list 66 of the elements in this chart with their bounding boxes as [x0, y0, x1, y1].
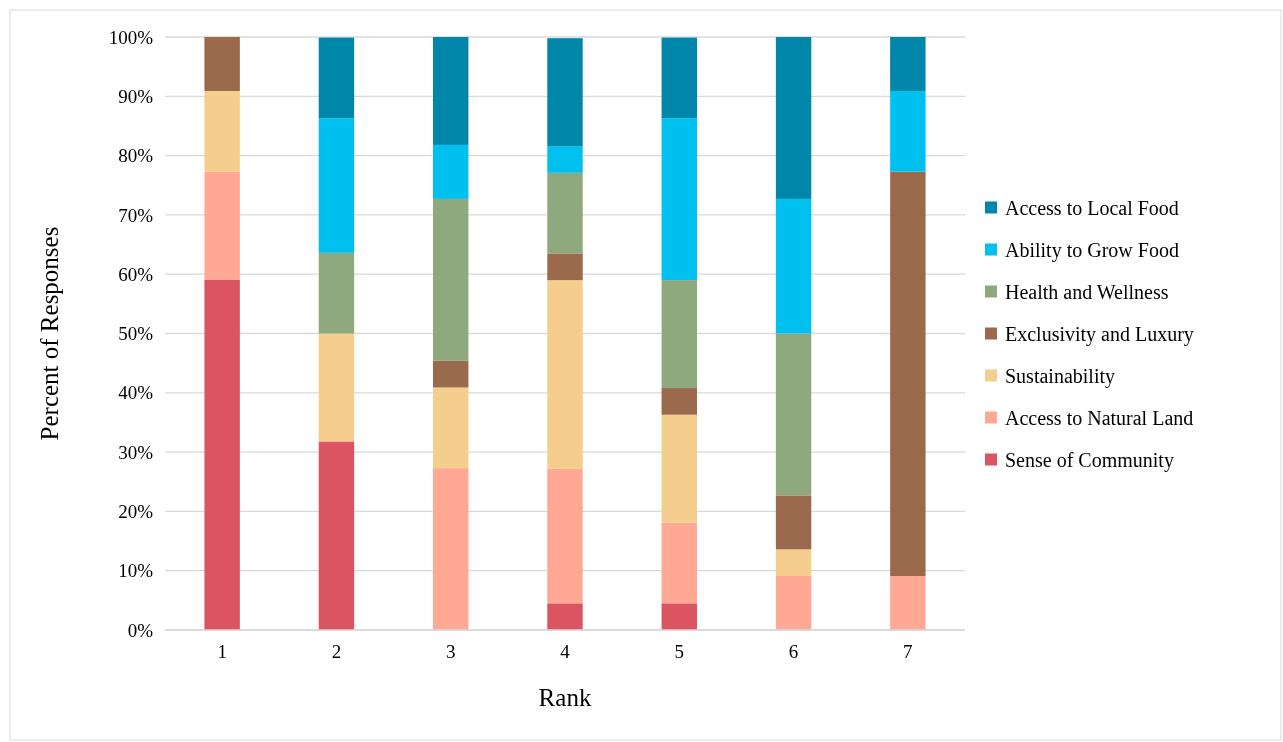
- bar: [433, 144, 469, 199]
- x-tick-label: 5: [674, 641, 685, 662]
- bar: [547, 603, 583, 630]
- bar: [318, 252, 355, 334]
- y-tick-label: 20%: [118, 501, 154, 523]
- bar: [547, 172, 583, 254]
- legend-label: Health and Wellness: [1005, 280, 1169, 303]
- bar: [547, 468, 583, 604]
- bar: [204, 171, 240, 280]
- y-axis-title: Percent of Responses: [36, 226, 63, 441]
- bar: [890, 171, 926, 577]
- bar: [890, 37, 926, 91]
- bar: [204, 279, 240, 630]
- bar: [775, 37, 812, 199]
- bar: [547, 253, 583, 281]
- legend-label: Sustainability: [1005, 364, 1115, 388]
- bar: [661, 37, 697, 119]
- bar: [433, 387, 469, 469]
- bar: [547, 146, 583, 173]
- legend-label: Access to Local Food: [1005, 196, 1179, 219]
- x-tick-label: 7: [903, 641, 913, 662]
- x-tick-label: 4: [560, 641, 571, 662]
- bar: [433, 198, 469, 361]
- x-tick-label: 6: [788, 641, 799, 662]
- x-tick-label: 1: [217, 641, 227, 662]
- bar: [318, 441, 355, 630]
- x-tick-label: 2: [331, 641, 342, 662]
- y-tick-label: 0%: [127, 619, 154, 641]
- bar: [775, 549, 812, 577]
- bar: [661, 280, 697, 389]
- y-tick-label: 70%: [118, 204, 154, 226]
- bar: [775, 495, 812, 550]
- bar: [318, 333, 355, 442]
- bar: [433, 37, 469, 145]
- bar: [775, 576, 812, 630]
- bar: [433, 468, 469, 630]
- y-tick-label: 30%: [118, 441, 154, 463]
- bar: [775, 333, 812, 496]
- bar: [204, 37, 240, 91]
- bar: [661, 522, 697, 604]
- bar: [661, 388, 697, 415]
- legend-label: Exclusivity and Luxury: [1005, 322, 1194, 346]
- legend-label: Ability to Grow Food: [1005, 238, 1179, 262]
- bar: [204, 90, 240, 172]
- y-tick-label: 40%: [118, 382, 154, 404]
- bar: [661, 118, 697, 281]
- y-tick-label: 10%: [118, 560, 154, 582]
- bar: [318, 118, 355, 253]
- y-tick-label: 60%: [118, 263, 154, 285]
- y-tick-label: 90%: [118, 85, 154, 107]
- bar: [775, 198, 812, 334]
- y-tick-label: 100%: [108, 26, 154, 48]
- bar: [318, 37, 355, 119]
- bar: [661, 414, 697, 523]
- y-tick-label: 80%: [118, 145, 154, 167]
- bar: [890, 576, 926, 630]
- bar: [547, 280, 583, 469]
- y-tick-label: 50%: [118, 323, 154, 345]
- bar: [661, 603, 697, 630]
- bar: [890, 90, 926, 172]
- legend-label: Access to Natural Land: [1005, 406, 1194, 429]
- x-axis-title: Rank: [538, 684, 592, 711]
- x-tick-label: 3: [445, 641, 456, 662]
- legend-label: Sense of Community: [1005, 448, 1174, 472]
- bar: [433, 360, 469, 388]
- bar: [547, 38, 583, 147]
